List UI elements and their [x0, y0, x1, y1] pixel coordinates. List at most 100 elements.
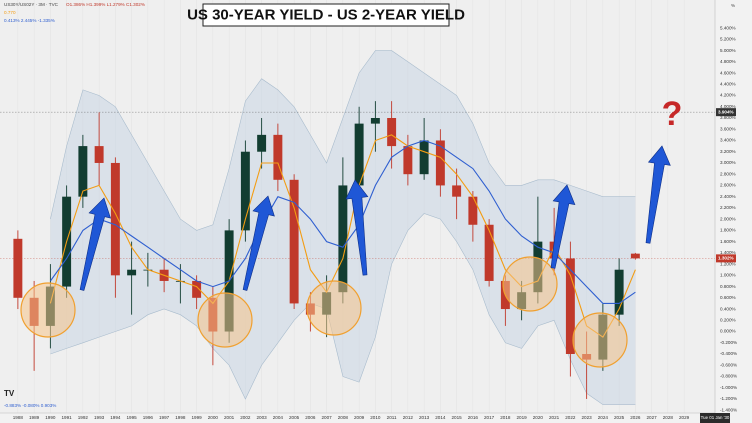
y-tick-label: -0.600% [720, 362, 737, 367]
x-tick-label: 2016 [468, 415, 479, 420]
chart-title: US 30-YEAR YIELD - US 2-YEAR YIELD [187, 6, 465, 23]
logo: TV [4, 389, 15, 398]
y-axis-panel [715, 0, 752, 423]
annotations [20, 145, 671, 368]
title-box [202, 3, 450, 27]
y-tick-label: -1.200% [720, 396, 737, 401]
x-tick-label: 2002 [240, 415, 251, 420]
y-tick-label: 2.400% [720, 194, 736, 199]
candle-body [387, 118, 397, 147]
y-tick-label: 0.200% [720, 318, 736, 323]
x-tick-label: 2000 [208, 415, 219, 420]
indicator-label: 0.770 [4, 10, 16, 15]
arrow [242, 195, 275, 291]
x-tick-label: 2008 [338, 415, 349, 420]
y-tick-label: 2.200% [720, 205, 736, 210]
candle-body [240, 151, 250, 231]
y-tick-label: -0.400% [720, 351, 737, 356]
y-tick-label: -0.800% [720, 374, 737, 379]
x-tick-label: 2019 [517, 415, 528, 420]
y-tick-label: 4.400% [720, 82, 736, 87]
moving-average [49, 139, 636, 304]
x-axis-panel [0, 413, 715, 423]
x-tick-label: 2001 [224, 415, 235, 420]
candle-body [354, 123, 364, 186]
candle-body [419, 140, 429, 175]
x-tick-label: 2024 [598, 415, 609, 420]
x-tick-label: 2025 [614, 415, 625, 420]
candle-body [257, 134, 267, 152]
y-tick-label: 2.600% [720, 183, 736, 188]
candle-body [630, 253, 640, 259]
x-tick-label: 2021 [549, 415, 560, 420]
x-tick-label: 2023 [582, 415, 593, 420]
highlight-circle [306, 280, 362, 336]
y-tick-label: 5.400% [720, 25, 736, 30]
band-upper [50, 50, 636, 231]
x-tick-label: 2022 [565, 415, 576, 420]
x-tick-label: 2006 [305, 415, 316, 420]
x-tick-label: 1996 [143, 415, 154, 420]
currency-label: % [731, 3, 735, 8]
y-tick-label: 1.400% [720, 250, 736, 255]
candle-body [370, 118, 380, 124]
footer-values: -0.883% -0.080% 0.903% [4, 403, 56, 408]
candle-body [403, 146, 413, 175]
x-tick-label: 2003 [257, 415, 268, 420]
candle-body [127, 269, 137, 276]
x-tick-label: 1994 [110, 415, 121, 420]
x-tick-label: 2004 [273, 415, 284, 420]
candle-body [452, 185, 462, 197]
candle-body [565, 258, 575, 354]
y-tick-label: -1.000% [720, 385, 737, 390]
x-tick-label: 2018 [500, 415, 511, 420]
price-marker-box [716, 108, 736, 117]
x-tick-label: 2015 [452, 415, 463, 420]
arrow [550, 184, 576, 269]
y-tick-label: 4.600% [720, 70, 736, 75]
candle-body [13, 238, 23, 298]
x-tick-label: 2026 [630, 415, 641, 420]
candle-body [614, 269, 624, 315]
x-tick-label: 1989 [29, 415, 40, 420]
x-tick-label: 2028 [663, 415, 674, 420]
highlight-circle [197, 292, 253, 348]
x-tick-label: 2013 [419, 415, 430, 420]
candle-body [94, 146, 104, 163]
date-label-box [700, 413, 730, 423]
x-tick-label: 2020 [533, 415, 544, 420]
x-tick-label: 1990 [45, 415, 56, 420]
y-tick-label: 4.200% [720, 93, 736, 98]
x-tick-label: 1998 [175, 415, 186, 420]
x-tick-label: 2017 [484, 415, 495, 420]
indicator-label: 0.413% 2.445% -1.335% [4, 18, 55, 23]
candle-body [484, 224, 494, 281]
y-tick-label: 1.600% [720, 239, 736, 244]
question-mark: ? [662, 95, 683, 133]
x-tick-label: 2007 [322, 415, 333, 420]
y-tick-label: 5.200% [720, 37, 736, 42]
candle-body [110, 162, 120, 276]
ohlc-label: O1.386% H1.399% L1.279% C1.302% [66, 2, 145, 7]
x-tick-label: 1992 [78, 415, 89, 420]
y-tick-label: 0.400% [720, 306, 736, 311]
symbol-label: US30Y/US02Y · 3M · TVC [4, 2, 59, 7]
candle-body [289, 179, 299, 304]
y-tick-label: 4.000% [720, 104, 736, 109]
y-tick-label: 3.000% [720, 160, 736, 165]
y-tick-label: 2.800% [720, 171, 736, 176]
y-tick-label: -1.400% [720, 407, 737, 412]
candle-body [435, 140, 445, 186]
x-tick-label: 2029 [679, 415, 690, 420]
y-tick-label: 0.600% [720, 295, 736, 300]
y-tick-label: 3.600% [720, 126, 736, 131]
axes: 5.400% 5.200% 5.000% 4.800% 4.600% 4.400% 4.20… [13, 25, 737, 420]
candle-body [338, 185, 348, 293]
x-tick-label: 2027 [647, 415, 658, 420]
x-tick-label: 2005 [289, 415, 300, 420]
highlight-circle [502, 256, 558, 312]
arrow [645, 145, 671, 244]
price-marker-box [716, 254, 736, 263]
